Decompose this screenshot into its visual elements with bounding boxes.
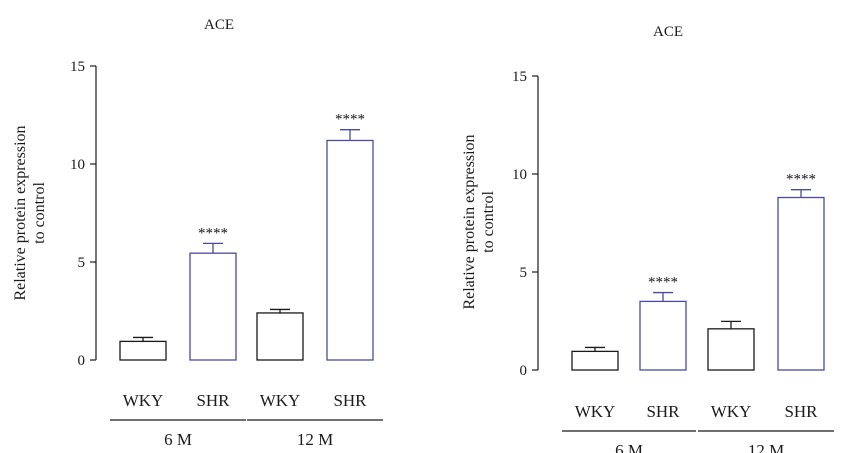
group-label: 12 M [297,430,333,449]
bar [189,252,237,361]
group-label: 12 M [748,441,784,453]
chart-title: ACE [653,24,683,40]
bar [326,139,374,361]
y-axis-label: Relative protein expression to control [12,125,48,300]
bar [119,340,167,361]
significance-label: **** [786,172,816,188]
group-label: 6 M [615,441,643,453]
y-tick-label: 10 [70,157,85,173]
bar [707,328,755,371]
category-label: SHR [333,391,367,410]
y-axis-label: Relative protein expression to control [461,134,497,309]
category-label: SHR [784,402,818,421]
significance-label: **** [648,275,678,291]
chart-panel-left: ACE Relative protein expression to control… [0,0,420,453]
category-label: SHR [196,391,230,410]
y-tick-label: 5 [520,265,528,281]
bar [571,350,619,371]
y-axis-label-line: Relative protein expression [12,125,29,300]
y-axis-label-line: to control [31,182,48,244]
y-tick-label: 10 [512,167,527,183]
group-label: 6 M [164,430,192,449]
category-label: WKY [260,391,301,410]
bar-chart-left: ACE Relative protein expression to control… [12,17,383,449]
bar-chart-right: ACE Relative protein expression to control… [461,24,834,453]
bar [777,196,825,371]
category-label: WKY [711,402,752,421]
chart-title: ACE [204,17,234,33]
chart-panel-right: ACE Relative protein expression to control… [422,0,845,453]
y-tick-label: 15 [512,69,527,85]
category-label: SHR [646,402,680,421]
significance-label: **** [198,225,228,241]
y-tick-label: 5 [78,255,86,271]
y-tick-label: 0 [520,363,528,379]
bar [256,312,304,361]
significance-label: **** [335,112,365,128]
y-tick-label: 15 [70,59,85,75]
category-label: WKY [123,391,164,410]
bar [639,300,687,371]
y-tick-label: 0 [78,353,86,369]
y-axis-label-line: Relative protein expression [461,134,478,309]
category-label: WKY [575,402,616,421]
y-axis-label-line: to control [480,191,497,253]
